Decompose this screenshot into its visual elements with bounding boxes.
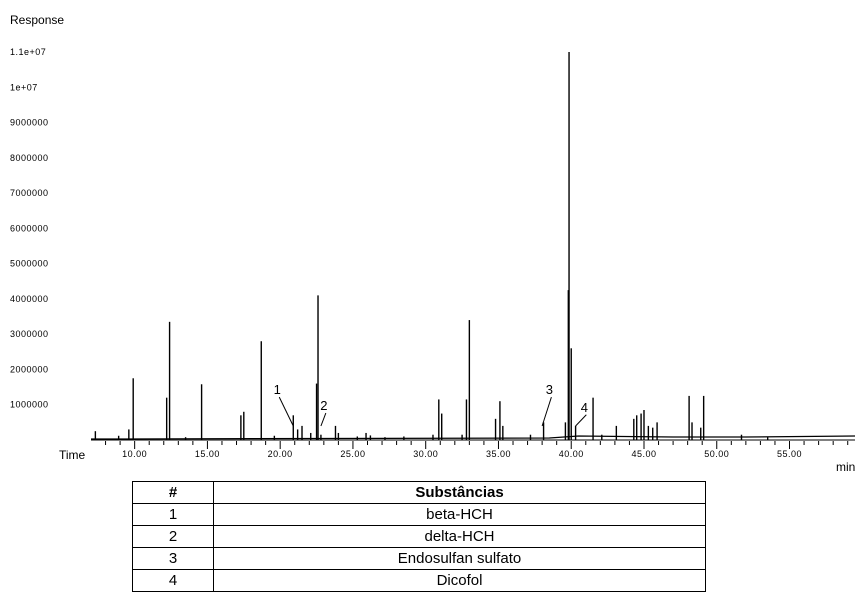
peaks [94, 52, 769, 440]
y-tick-label: 9000000 [10, 118, 49, 128]
row-number: 3 [132, 547, 214, 570]
header-substances: Substâncias [213, 481, 706, 504]
row-number: 1 [132, 503, 214, 526]
peak-annotation-label: 1 [274, 382, 281, 397]
y-tick-label: 1e+07 [10, 82, 38, 92]
baseline [90, 435, 856, 440]
y-tick-label: 6000000 [10, 223, 49, 233]
table-row: 1 beta-HCH [132, 503, 706, 526]
x-axis-ticks: 10.00 15.00 20.00 25.00 30.00 35.00 40.00 45.00… [91, 439, 855, 459]
table-row: 3 Endosulfan sulfato [132, 547, 706, 570]
peak-annotation-leader [575, 414, 587, 427]
peak-annotations: 1 2 3 4 [274, 382, 588, 427]
y-tick-label: 4000000 [10, 294, 49, 304]
chromatogram: Response Time min 1000000 2000000 3000000 4… [10, 13, 856, 474]
y-tick-label: 5000000 [10, 259, 49, 269]
y-tick-label: 1.1e+07 [10, 47, 46, 57]
x-tick-label: 25.00 [340, 449, 365, 459]
y-axis-ticks: 1000000 2000000 3000000 4000000 5000000 60000… [10, 47, 49, 410]
row-number: 4 [132, 569, 214, 592]
peak-annotation-label: 2 [320, 398, 327, 413]
x-tick-label: 30.00 [413, 449, 438, 459]
y-axis-title: Response [10, 13, 64, 27]
row-substance: Dicofol [213, 569, 706, 592]
peak-annotation-leader [541, 396, 552, 427]
peak-annotation-leader [278, 396, 294, 427]
x-tick-label: 40.00 [559, 449, 584, 459]
x-axis-title: Time [59, 448, 86, 462]
substances-table: # Substâncias 1 beta-HCH 2 delta-HCH 3 E… [132, 481, 706, 592]
peak-annotation-label: 4 [581, 400, 588, 415]
y-tick-label: 8000000 [10, 153, 49, 163]
y-tick-label: 3000000 [10, 329, 49, 339]
header-number: # [132, 481, 214, 504]
table-row: 2 delta-HCH [132, 525, 706, 548]
row-substance: Endosulfan sulfato [213, 547, 706, 570]
x-tick-label: 15.00 [195, 449, 220, 459]
table-row: 4 Dicofol [132, 569, 706, 592]
row-substance: beta-HCH [213, 503, 706, 526]
row-substance: delta-HCH [213, 525, 706, 548]
x-tick-label: 55.00 [777, 449, 802, 459]
peak-annotation-leader [320, 412, 327, 427]
x-tick-label: 45.00 [631, 449, 656, 459]
baseline-trace [90, 435, 856, 440]
y-tick-label: 1000000 [10, 400, 49, 410]
x-tick-label: 35.00 [486, 449, 511, 459]
y-tick-label: 2000000 [10, 364, 49, 374]
peak-annotation-label: 3 [546, 382, 553, 397]
x-axis-unit: min [836, 460, 855, 474]
y-tick-label: 7000000 [10, 188, 49, 198]
table-header-row: # Substâncias [132, 481, 706, 504]
row-number: 2 [132, 525, 214, 548]
x-tick-label: 10.00 [122, 449, 147, 459]
x-tick-label: 20.00 [268, 449, 293, 459]
x-tick-label: 50.00 [704, 449, 729, 459]
